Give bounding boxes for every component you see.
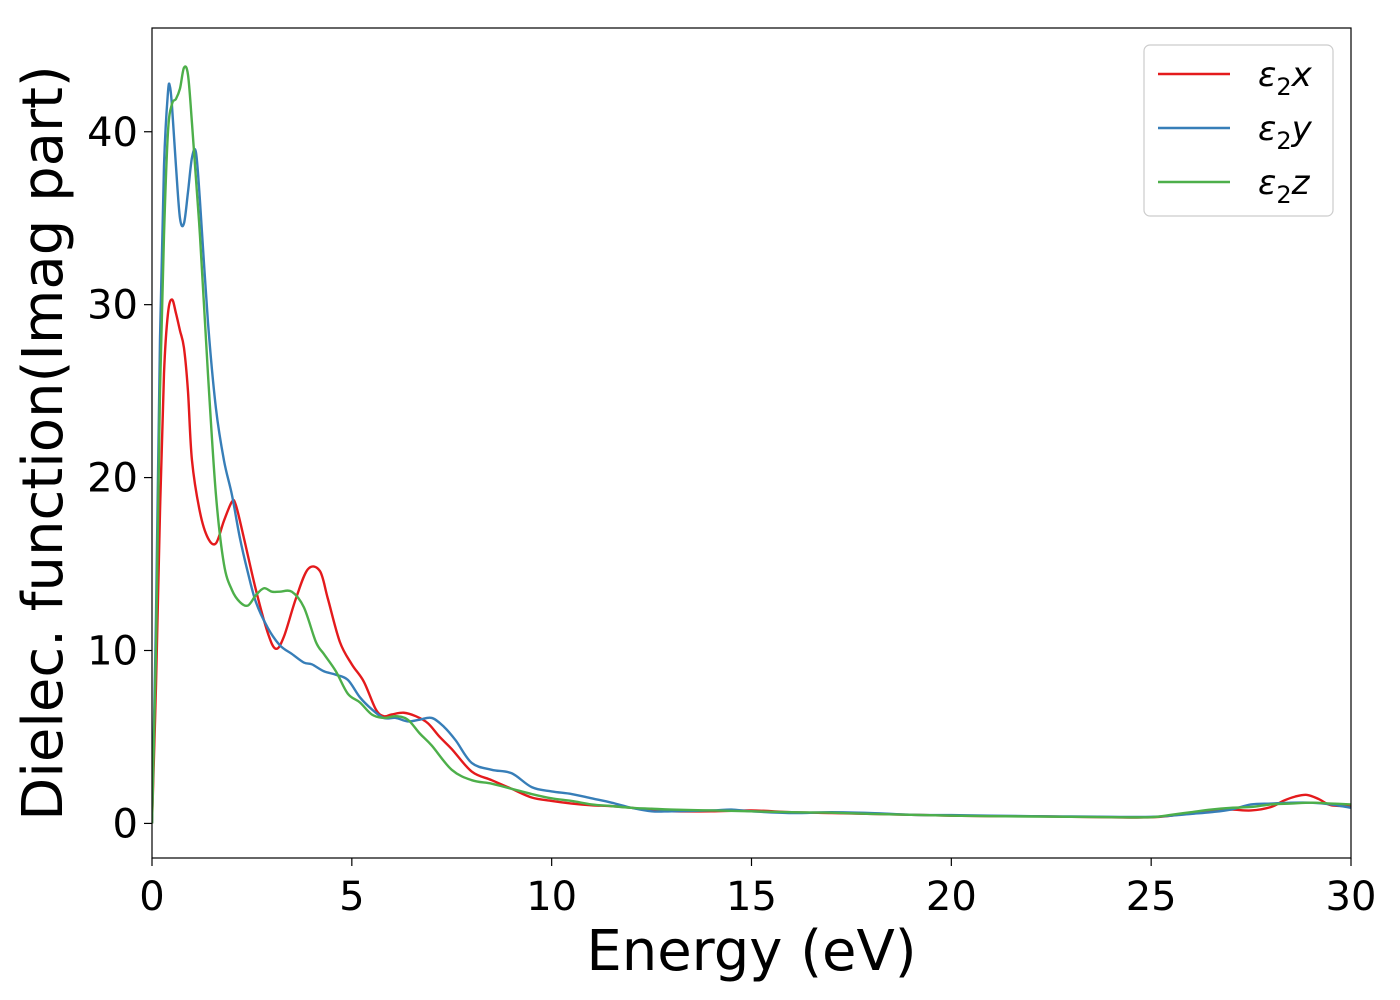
legend-label-x: ε2x <box>1258 55 1313 101</box>
legend-label-y: ε2y <box>1258 109 1313 155</box>
y-tick-label: 30 <box>87 283 138 329</box>
x-tick-label: 30 <box>1326 874 1377 920</box>
x-tick-label: 15 <box>726 874 777 920</box>
x-axis-label: Energy (eV) <box>586 919 916 984</box>
x-axis: 0 5 10 15 20 25 30 <box>139 858 1376 920</box>
x-tick-label: 5 <box>339 874 364 920</box>
legend-box <box>1143 44 1334 217</box>
x-tick-label: 0 <box>139 874 164 920</box>
y-tick-label: 10 <box>87 629 138 675</box>
x-tick-label: 20 <box>926 874 977 920</box>
series-line-x <box>152 298 1351 824</box>
y-axis-label: Dielec. function(Imag part) <box>11 65 76 821</box>
series-line-z <box>152 65 1351 824</box>
y-tick-label: 0 <box>113 801 138 847</box>
y-axis: 0 10 20 30 40 <box>87 110 152 847</box>
x-tick-label: 10 <box>526 874 577 920</box>
legend-label-z: ε2z <box>1258 163 1311 209</box>
y-tick-label: 20 <box>87 456 138 502</box>
x-tick-label: 25 <box>1126 874 1177 920</box>
legend: ε2x ε2y ε2z <box>1143 44 1334 217</box>
y-tick-label: 40 <box>87 110 138 156</box>
plot-lines <box>152 65 1351 824</box>
